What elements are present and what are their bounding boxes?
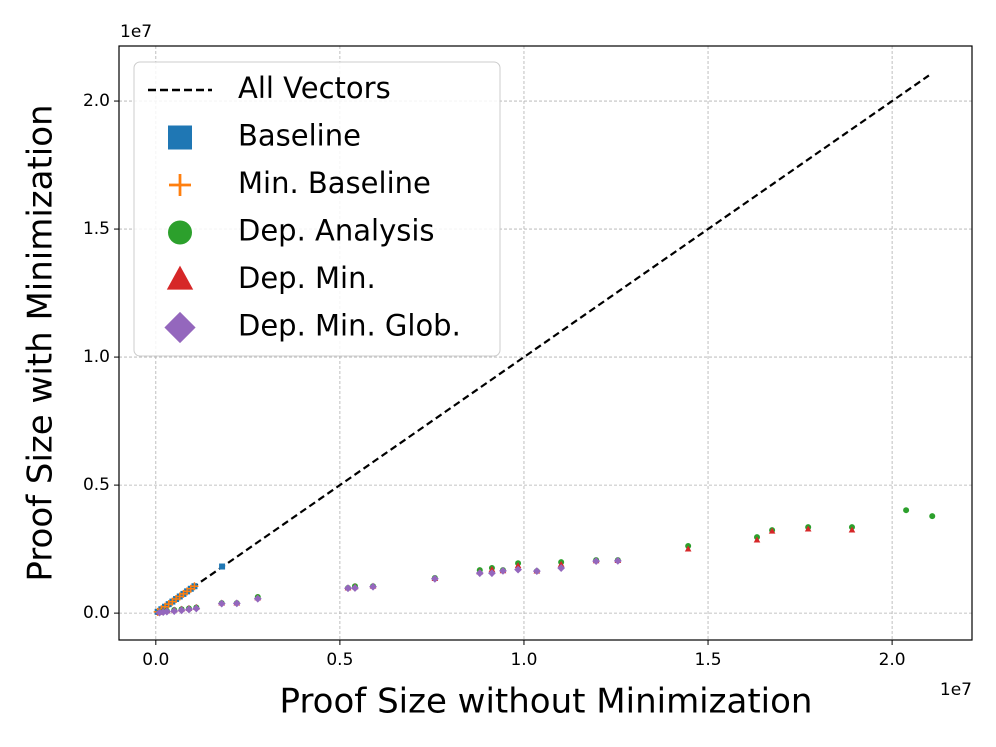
legend-label: Min. Baseline (238, 166, 431, 200)
x-tick-label: 1.0 (510, 650, 537, 670)
x-tick-label: 0.0 (142, 650, 169, 670)
marker-plus (169, 174, 191, 196)
legend-label: Dep. Min. Glob. (238, 309, 461, 343)
marker-diamond (369, 582, 377, 591)
marker-diamond (613, 556, 622, 565)
marker-triangle (848, 526, 856, 533)
marker-diamond (488, 569, 496, 578)
plot-frame (118, 45, 973, 641)
marker-diamond (162, 607, 171, 616)
marker-diamond (475, 569, 484, 578)
marker-square (219, 563, 226, 570)
marker-diamond (177, 606, 186, 615)
marker-plus (190, 582, 199, 591)
legend-label: Dep. Min. (238, 261, 376, 295)
x-offset-label: 1e7 (940, 680, 972, 700)
x-tick-label: 2.0 (879, 650, 906, 670)
y-tick-label: 1.0 (83, 347, 110, 367)
marker-triangle (768, 527, 776, 534)
marker-diamond (217, 599, 226, 608)
marker-diamond (344, 584, 352, 593)
marker-diamond (532, 567, 541, 576)
x-axis-label: Proof Size without Minimization (280, 682, 813, 722)
y-tick-label: 0.5 (83, 475, 110, 495)
marker-diamond (514, 565, 522, 574)
marker-diamond (253, 594, 262, 603)
y-axis-label: Proof Size with Minimization (21, 104, 61, 581)
marker-triangle (514, 562, 522, 569)
marker-diamond (164, 311, 196, 344)
marker-diamond (499, 566, 507, 575)
marker-square (168, 125, 192, 150)
marker-triangle (166, 265, 194, 290)
marker-circle (929, 513, 936, 520)
y-tick-label: 1.5 (83, 219, 110, 239)
marker-triangle (753, 536, 761, 543)
y-tick-label: 2.0 (83, 91, 110, 111)
legend-label: Dep. Analysis (238, 214, 435, 248)
x-tick-label: 1.5 (695, 650, 722, 670)
marker-triangle (557, 560, 565, 567)
legend-label: Baseline (238, 119, 361, 153)
marker-diamond (192, 604, 201, 613)
y-tick-label: 0.0 (83, 603, 110, 623)
marker-diamond (351, 584, 359, 592)
marker-circle (168, 220, 192, 245)
marker-diamond (430, 574, 439, 583)
marker-triangle (684, 545, 692, 552)
y-offset-label: 1e7 (120, 22, 152, 42)
reference-line (155, 74, 930, 615)
marker-circle (903, 507, 910, 514)
marker-triangle (488, 565, 496, 572)
legend-label: All Vectors (238, 71, 391, 105)
marker-triangle (804, 525, 812, 532)
marker-diamond (185, 605, 193, 614)
legend: All Vectors Baseline Min. Baseline Dep. Ana… (133, 61, 501, 357)
marker-diamond (232, 599, 241, 608)
x-tick-label: 0.5 (326, 650, 353, 670)
marker-diamond (592, 557, 601, 566)
marker-diamond (170, 607, 179, 615)
marker-diamond (557, 564, 566, 572)
legend-box (133, 61, 501, 357)
